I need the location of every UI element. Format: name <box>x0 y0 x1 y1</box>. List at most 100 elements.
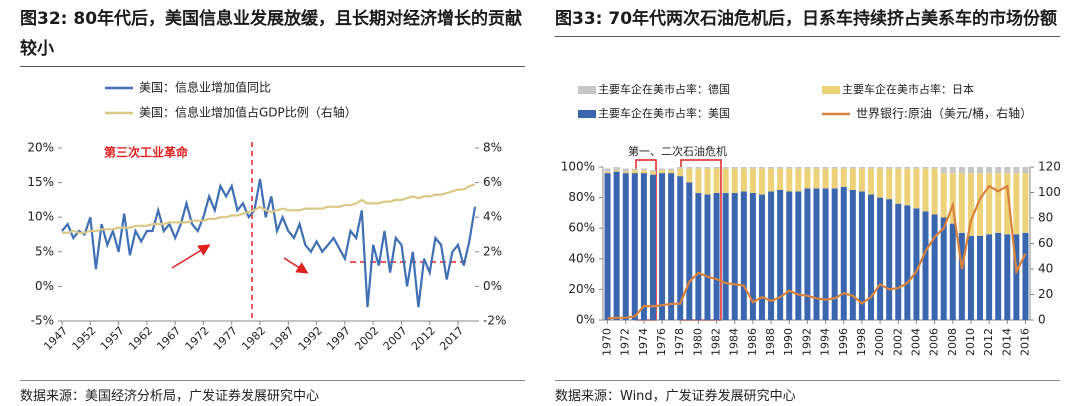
bar <box>913 168 920 209</box>
bar <box>786 191 793 320</box>
bar <box>1013 173 1020 235</box>
y2-tick-label: 6% <box>483 175 502 189</box>
bar <box>849 189 856 320</box>
bar <box>831 167 838 169</box>
bar <box>886 167 893 169</box>
x-tick-label: 1962 <box>126 324 155 353</box>
bar <box>995 167 1002 174</box>
bar <box>967 167 974 174</box>
bar <box>740 167 747 169</box>
bar <box>949 167 956 174</box>
bar <box>795 168 802 192</box>
bar <box>713 168 720 194</box>
bar <box>858 168 865 192</box>
bar <box>868 167 875 169</box>
bar <box>631 170 638 174</box>
bar <box>977 235 984 320</box>
x-tick-label: 2000 <box>873 328 886 356</box>
x-tick-label: 1957 <box>98 324 127 353</box>
legend-label: 主要车企在美市占率：日本 <box>842 82 974 96</box>
y2-tick-label: 120 <box>1038 160 1061 174</box>
bar <box>686 167 693 169</box>
bar <box>1004 173 1011 235</box>
bar <box>949 223 956 320</box>
series-line <box>62 183 476 234</box>
bar <box>604 171 611 174</box>
bar <box>977 167 984 174</box>
bar <box>677 167 684 169</box>
x-tick-label: 1972 <box>619 328 632 356</box>
x-tick-label: 1952 <box>70 324 99 353</box>
annotation: 第一、二次石油危机 <box>628 144 727 158</box>
bar <box>749 193 756 320</box>
bar <box>1022 173 1029 233</box>
x-tick-label: 1967 <box>154 324 183 353</box>
x-tick-label: 1994 <box>819 328 832 356</box>
x-tick-label: 1977 <box>211 324 240 353</box>
bar <box>731 167 738 169</box>
bar <box>777 167 784 169</box>
bar <box>804 167 811 169</box>
bar <box>604 168 611 172</box>
bar <box>613 171 620 320</box>
bar <box>613 170 620 172</box>
x-tick-label: 1947 <box>41 324 70 353</box>
bar <box>822 168 829 189</box>
bar <box>995 173 1002 233</box>
bar <box>822 188 829 320</box>
bar <box>722 167 729 169</box>
bar <box>731 193 738 320</box>
y-tick-label: 20% <box>568 282 595 296</box>
bar <box>940 173 947 218</box>
bar <box>622 171 629 174</box>
series-line <box>61 178 477 308</box>
bar <box>740 168 747 192</box>
x-tick-label: 2002 <box>352 324 381 353</box>
legend-label: 美国：信息业增加值同比 <box>139 80 271 95</box>
x-tick-label: 1984 <box>728 328 741 356</box>
bar <box>931 167 938 169</box>
x-tick-label: 1998 <box>855 328 868 356</box>
x-tick-label: 2008 <box>946 328 959 356</box>
y-tick-label: 10% <box>27 210 54 224</box>
bar <box>795 191 802 320</box>
x-tick-label: 2012 <box>409 324 438 353</box>
bar <box>849 168 856 190</box>
bar <box>631 173 638 320</box>
bar <box>840 186 847 320</box>
bar <box>677 176 684 320</box>
bar <box>986 167 993 174</box>
bar <box>722 193 729 320</box>
y2-tick-label: -2% <box>483 314 506 328</box>
bar <box>813 167 820 169</box>
y-tick-label: 40% <box>568 251 595 265</box>
bar <box>677 168 684 177</box>
bar <box>922 211 929 320</box>
bar <box>777 189 784 320</box>
bar <box>768 191 775 320</box>
bar <box>822 167 829 169</box>
legend-swatch <box>578 110 596 118</box>
x-tick-label: 1982 <box>710 328 723 356</box>
bar <box>704 168 711 195</box>
x-tick-label: 2002 <box>891 328 904 356</box>
bar <box>986 173 993 235</box>
x-tick-label: 1978 <box>673 328 686 356</box>
bar <box>640 170 647 174</box>
bar <box>1004 167 1011 174</box>
bar <box>877 168 884 198</box>
bar <box>659 168 666 171</box>
bar <box>777 168 784 190</box>
arrow <box>283 257 309 274</box>
source-note: 数据来源：美国经济分析局，广发证券发展研究中心 <box>20 380 525 404</box>
bar <box>649 174 656 320</box>
y2-tick-label: 0 <box>1038 313 1046 327</box>
y-tick-label: -5% <box>31 314 54 328</box>
bar <box>940 217 947 320</box>
bar <box>731 168 738 194</box>
bar <box>795 167 802 169</box>
bar <box>695 167 702 169</box>
legend-swatch <box>822 86 840 94</box>
bar <box>786 168 793 192</box>
series-line <box>607 184 1027 320</box>
